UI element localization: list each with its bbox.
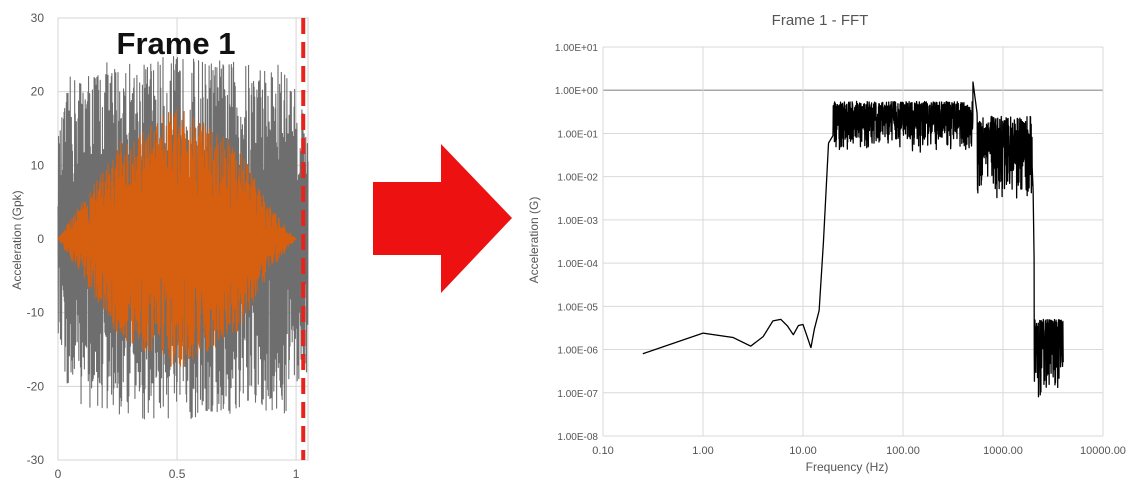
right-y-tick-label: 1.00E+00 <box>555 86 599 97</box>
right-y-tick-labels: 1.00E+01 1.00E+00 1.00E-01 1.00E-02 1.00E-03… <box>555 43 599 443</box>
right-x-tick-label: 100.00 <box>886 445 920 457</box>
left-y-tick-labels: 30 20 10 0 -10 -20 -30 <box>27 11 45 467</box>
left-series-group <box>57 56 309 420</box>
right-y-tick-label: 1.00E-02 <box>557 173 598 184</box>
left-y-axis-label: Acceleration (Gpk) <box>10 190 24 289</box>
right-y-axis-label: Acceleration (G) <box>527 197 541 284</box>
right-y-tick-label: 1.00E+01 <box>555 43 599 54</box>
left-y-tick-label: 20 <box>31 85 45 99</box>
right-series-fft <box>642 81 1064 398</box>
left-x-tick-label: 0 <box>55 467 62 481</box>
right-x-tick-labels: 0.10 1.00 10.00 100.00 1000.00 10000.00 <box>592 445 1126 457</box>
left-y-tick-label: 10 <box>31 158 45 172</box>
left-y-tick-label: 0 <box>37 232 44 246</box>
right-x-axis-label: Frequency (Hz) <box>806 460 889 474</box>
right-y-tick-label: 1.00E-05 <box>557 302 598 313</box>
left-x-tick-label: 0.5 <box>169 467 186 481</box>
right-y-tick-label: 1.00E-04 <box>557 259 598 270</box>
right-y-tick-label: 1.00E-07 <box>557 389 598 400</box>
left-x-tick-label: 1 <box>293 467 300 481</box>
right-series-group <box>642 81 1064 398</box>
right-x-tick-label: 0.10 <box>592 445 613 457</box>
right-y-tick-label: 1.00E-06 <box>557 346 598 357</box>
right-arrow-icon <box>373 144 512 293</box>
left-x-tick-labels: 0 0.5 1 <box>55 467 300 481</box>
left-y-tick-label: 30 <box>31 11 45 25</box>
left-y-tick-label: -10 <box>27 306 45 320</box>
right-y-tick-label: 1.00E-08 <box>557 432 598 443</box>
left-y-tick-label: -30 <box>27 453 45 467</box>
right-chart-fft: Frame 1 - FFT 1.00E+011.00E+001.00E-011.… <box>527 12 1126 474</box>
left-series-orange <box>57 108 297 367</box>
right-x-tick-label: 1000.00 <box>983 445 1023 457</box>
right-y-tick-label: 1.00E-01 <box>557 129 598 140</box>
right-x-tick-label: 10000.00 <box>1080 445 1126 457</box>
right-arrow <box>373 144 512 293</box>
right-chart-title: Frame 1 - FFT <box>772 12 869 29</box>
right-x-tick-label: 1.00 <box>692 445 713 457</box>
right-x-tick-label: 10.00 <box>789 445 817 457</box>
left-y-tick-label: -20 <box>27 379 45 393</box>
left-chart-title: Frame 1 <box>117 26 236 61</box>
left-series-gray <box>57 56 309 420</box>
right-y-tick-label: 1.00E-03 <box>557 216 598 227</box>
